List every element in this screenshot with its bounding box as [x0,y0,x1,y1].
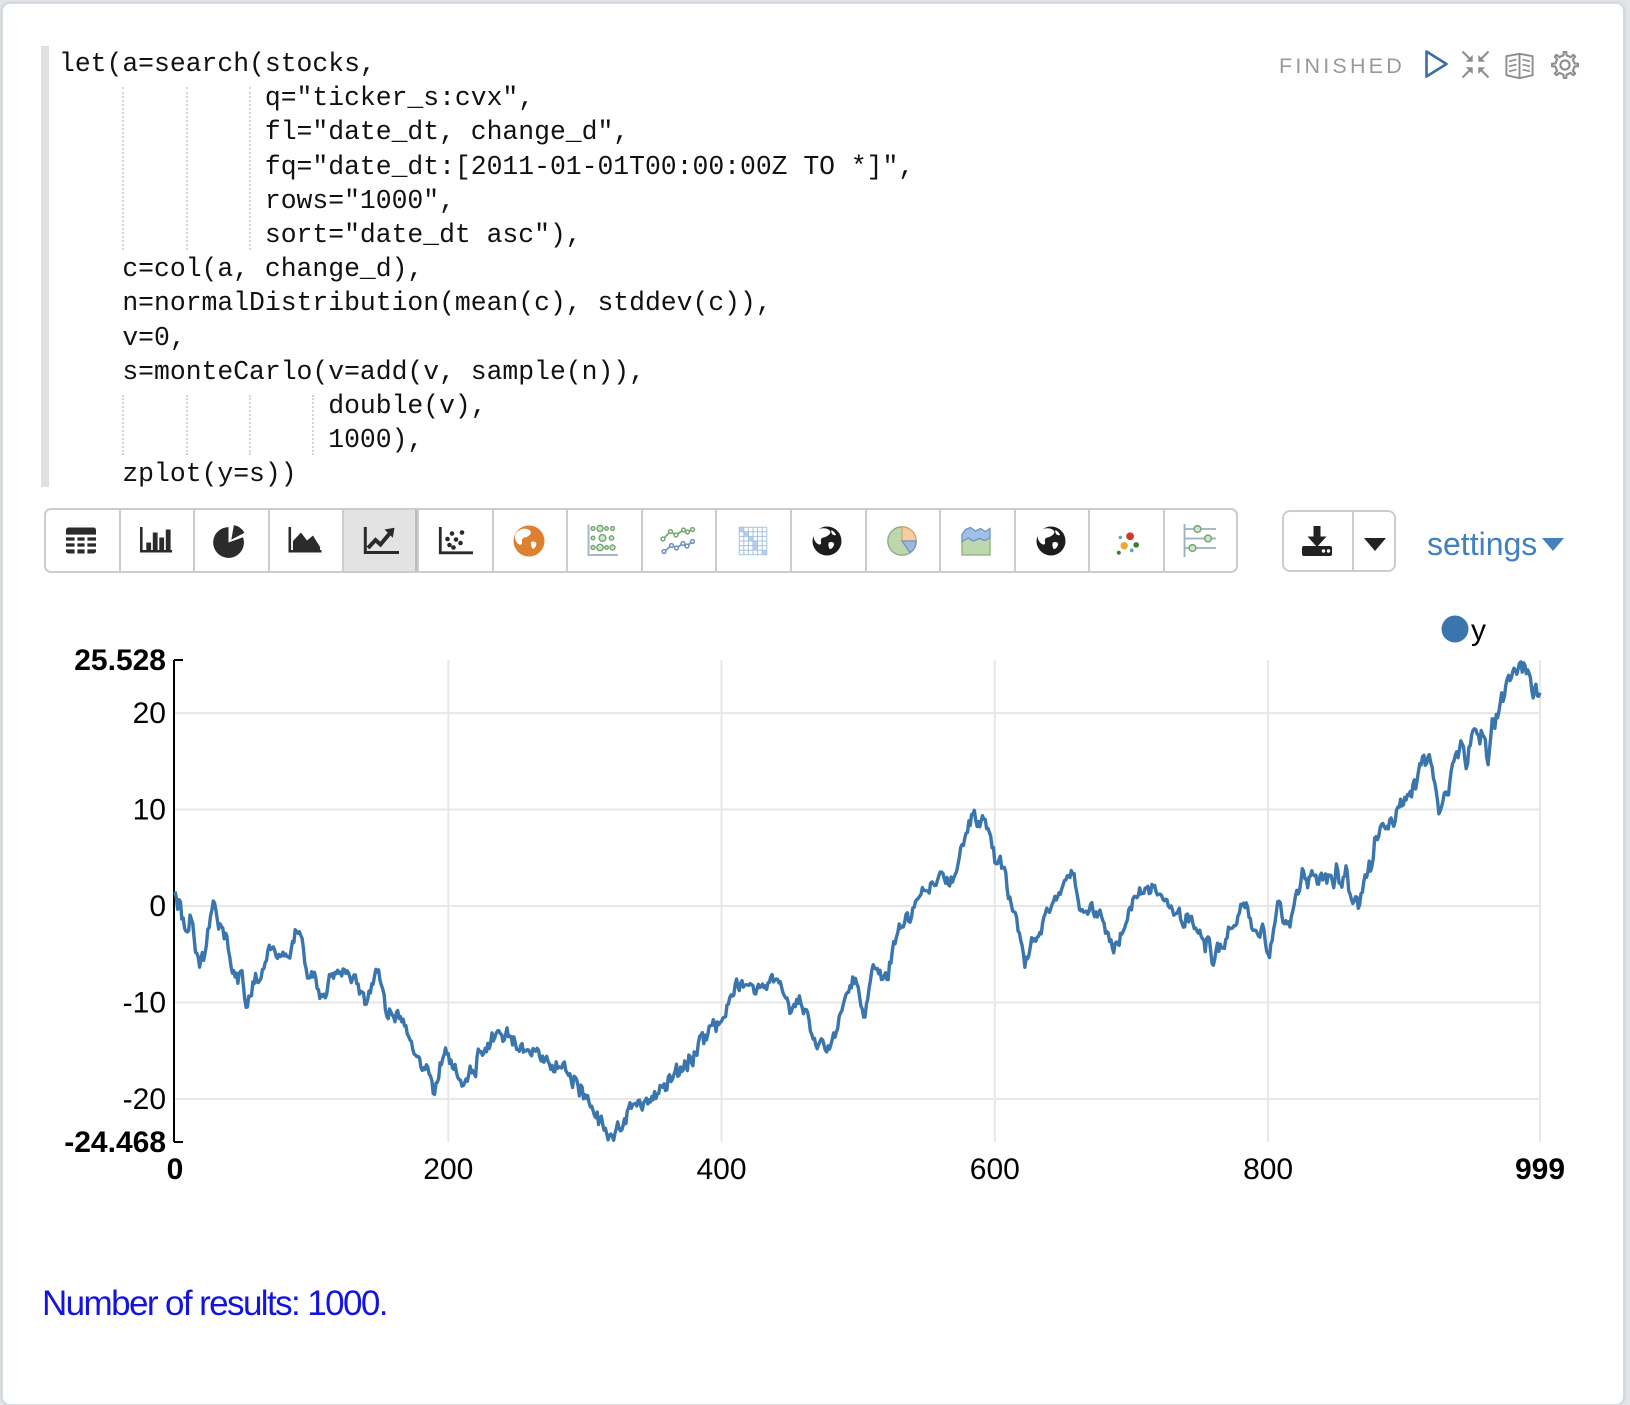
svg-text:800: 800 [1243,1153,1293,1186]
svg-text:-24.468: -24.468 [64,1126,166,1159]
svg-text:999: 999 [1515,1153,1565,1186]
svg-text:400: 400 [696,1153,746,1186]
svg-text:20: 20 [133,697,166,730]
svg-text:25.528: 25.528 [74,644,166,677]
svg-text:-20: -20 [123,1083,166,1116]
svg-text:200: 200 [423,1153,473,1186]
svg-text:0: 0 [149,890,166,923]
svg-text:600: 600 [970,1153,1020,1186]
svg-text:y: y [1471,614,1486,647]
svg-text:-10: -10 [123,987,166,1020]
svg-text:10: 10 [133,794,166,827]
svg-text:0: 0 [167,1153,184,1186]
